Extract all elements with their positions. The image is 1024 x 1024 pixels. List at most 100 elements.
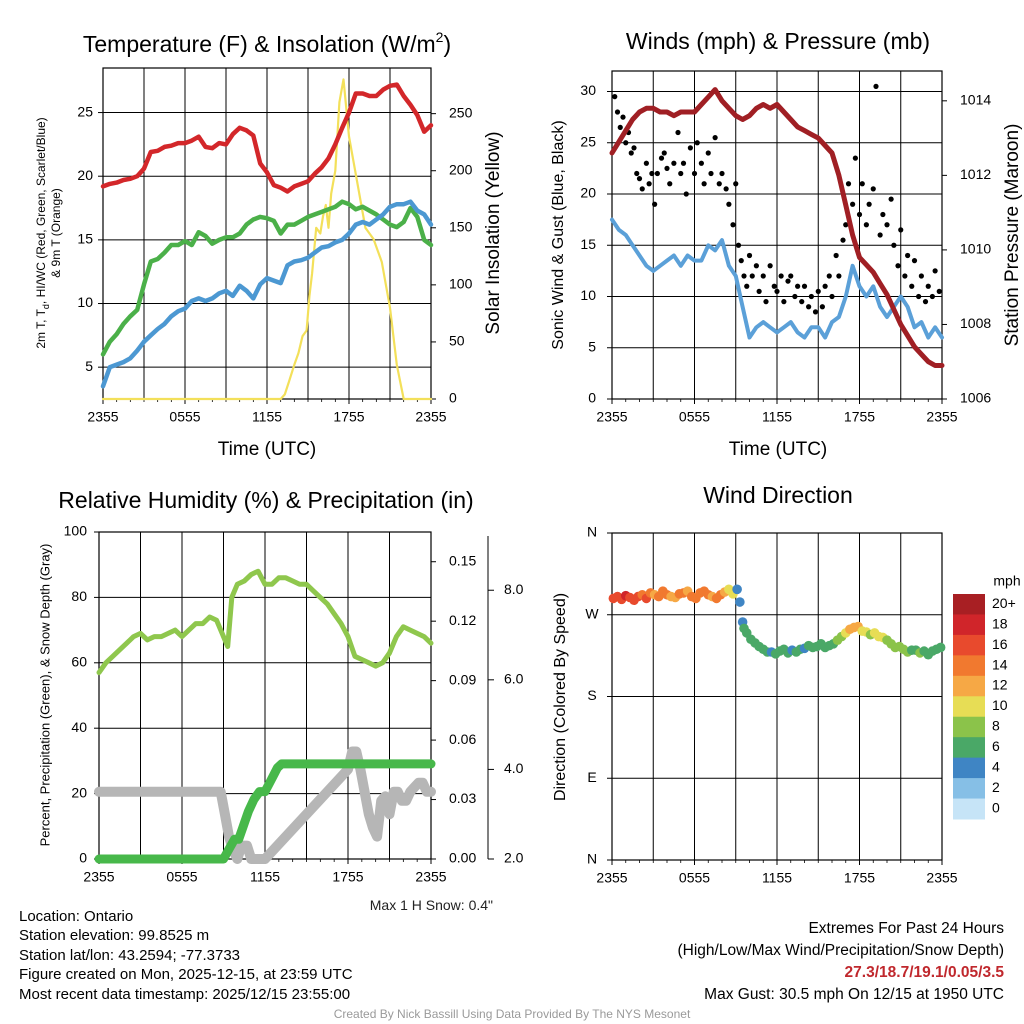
gust-point: [667, 181, 673, 187]
temp-xtick-0: 2355: [87, 409, 118, 425]
gust-point: [859, 181, 865, 187]
gust-point: [687, 145, 693, 151]
gust-point: [911, 258, 918, 264]
gust-point: [866, 201, 872, 207]
gust-point: [815, 288, 821, 294]
temp-ytick-4: 25: [77, 103, 93, 119]
gust-point: [771, 283, 777, 289]
gust-point: [646, 181, 652, 187]
gust-point: [856, 211, 863, 218]
temp-y2tick-1: 50: [449, 333, 465, 349]
gust-point: [705, 150, 711, 156]
humidity-ytick-3: 60: [71, 654, 87, 670]
gust-point: [760, 273, 766, 279]
direction-ytick-1: W: [585, 605, 599, 621]
colorbar-swatch-8: [953, 757, 985, 779]
humidity-title: Relative Humidity (%) & Precipitation (i…: [58, 487, 473, 513]
direction-xtick-0: 2355: [596, 870, 627, 886]
temp-ytick-1: 10: [77, 294, 93, 310]
winds-ytick-5: 25: [580, 133, 596, 149]
humidity-ytick-5: 100: [64, 523, 88, 539]
gust-point: [730, 222, 736, 228]
gust-point: [661, 150, 667, 156]
gust-point: [792, 293, 798, 300]
gust-point: [898, 227, 904, 233]
humidity-series-rh: [96, 568, 434, 676]
gust-point: [652, 201, 658, 207]
winds-xtick-0: 2355: [596, 409, 627, 425]
gust-point: [891, 242, 897, 248]
winds-title: Winds (mph) & Pressure (mb): [626, 28, 930, 54]
gust-point: [850, 201, 856, 207]
colorbar-swatch-0: [953, 594, 985, 615]
gust-point: [826, 273, 832, 279]
gust-point: [719, 170, 725, 177]
gust-point: [916, 293, 922, 300]
gust-point: [741, 273, 747, 279]
gust-point: [712, 135, 718, 141]
humidity-ylabel: Percent, Precipitation (Green), & Snow D…: [37, 544, 52, 847]
colorbar-swatch-9: [953, 778, 985, 800]
gust-point: [683, 191, 689, 197]
temp-y2tick-0: 0: [449, 390, 457, 406]
gust-point: [708, 170, 714, 177]
humidity-ytick-4: 80: [71, 588, 87, 604]
humidity-xtick-1: 0555: [166, 869, 197, 885]
colorbar-label-3: 14: [992, 656, 1008, 672]
winds-series-pressure: [609, 87, 945, 368]
winds-xtick-2: 1155: [762, 409, 792, 425]
gust-point: [925, 283, 931, 289]
gust-point: [671, 160, 677, 166]
winds-y2tick-1: 1008: [960, 315, 991, 331]
gust-point: [678, 170, 684, 177]
gust-point: [936, 288, 942, 294]
temp-ylabel: 2m T, Td, HI/WC (Red, Green, Scarlet/Blu…: [34, 117, 51, 348]
temp-ytick-3: 20: [77, 167, 93, 183]
snow-tick-2: 6.0: [504, 671, 524, 687]
winds-xtick-1: 0555: [679, 409, 710, 425]
direction-point: [732, 584, 742, 595]
precip-tick-4: 0.12: [449, 612, 476, 628]
gust-point: [753, 263, 759, 269]
gust-point: [833, 252, 839, 259]
gust-point: [643, 160, 649, 166]
colorbar-label-4: 12: [992, 677, 1008, 693]
temp-series-windchill: [100, 199, 434, 357]
gust-point: [744, 283, 750, 289]
winds-y2tick-3: 1012: [960, 166, 991, 182]
gust-point: [801, 283, 808, 289]
gust-point: [822, 283, 828, 289]
max-gust-text: Max Gust: 30.5 mph On 12/15 at 1950 UTC: [704, 986, 1004, 1003]
direction-point: [935, 642, 946, 653]
gust-point: [888, 196, 894, 202]
gust-point: [612, 94, 618, 100]
gust-point: [694, 140, 700, 146]
gust-point: [806, 304, 812, 310]
gust-point: [781, 299, 787, 305]
precip-tick-1: 0.03: [449, 790, 476, 806]
precip-tick-3: 0.09: [449, 671, 476, 687]
gust-point: [873, 83, 879, 89]
gust-point: [756, 288, 762, 294]
direction-xtick-4: 2355: [926, 870, 957, 886]
gust-point: [829, 293, 835, 300]
gust-point: [634, 170, 640, 177]
temp-xtick-4: 2355: [415, 409, 446, 425]
colorbar-swatch-7: [953, 737, 985, 759]
gust-point: [774, 288, 780, 294]
gust-point: [840, 237, 846, 243]
humidity-xtick-0: 2355: [83, 869, 114, 885]
temp-xtick-1: 0555: [169, 409, 200, 425]
gust-point: [691, 170, 698, 177]
colorbar-swatch-1: [953, 614, 985, 636]
gust-point: [895, 263, 901, 269]
winds-ytick-6: 30: [580, 82, 596, 98]
gust-point: [795, 283, 801, 289]
gust-point: [905, 252, 911, 259]
credit-text: Created By Nick Bassill Using Data Provi…: [333, 1007, 691, 1021]
gust-point: [639, 186, 645, 192]
temp-xtick-3: 1755: [333, 409, 364, 425]
colorbar-label-9: 2: [992, 779, 1000, 795]
gust-point: [623, 140, 629, 146]
